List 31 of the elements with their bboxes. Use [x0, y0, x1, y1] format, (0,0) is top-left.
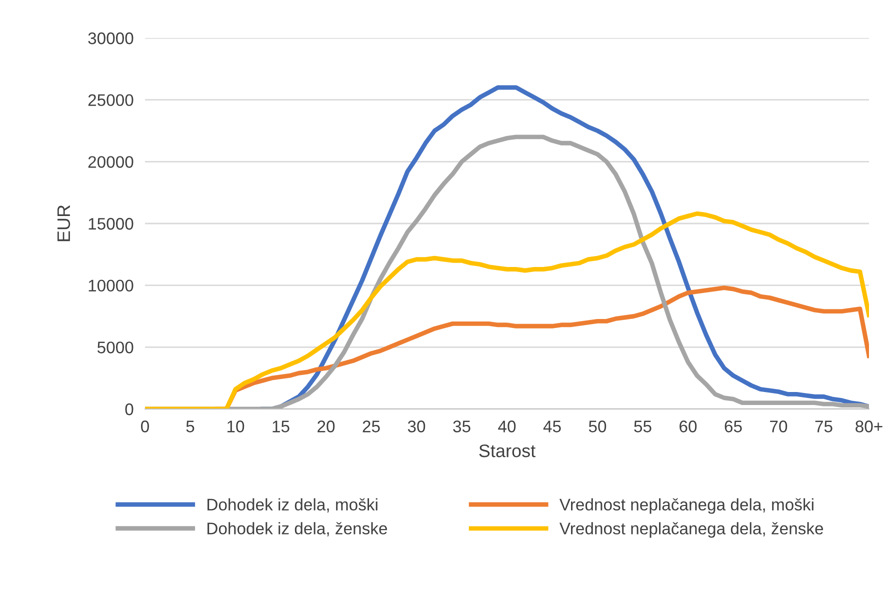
x-tick-label: 50: [588, 420, 606, 432]
x-tick-label: 15: [272, 420, 290, 432]
line-series: [145, 211, 869, 409]
x-tick-label: 70: [770, 420, 788, 432]
legend-label: Dohodek iz dela, moški: [208, 498, 378, 512]
x-tick-label: 35: [453, 420, 470, 432]
x-axis-title: Starost: [479, 444, 536, 458]
y-tick-label: 15000: [88, 218, 134, 230]
y-tick-label: 5000: [97, 342, 134, 354]
legend-label: Vrednost neplačanega dela, moški: [559, 498, 814, 514]
x-tick-label: 45: [543, 420, 561, 432]
x-tick-label: 80+: [856, 420, 882, 432]
y-axis-title: EUR: [57, 205, 70, 242]
x-tick-label: 30: [408, 420, 426, 432]
x-tick-label: 5: [186, 420, 194, 432]
x-tick-label: 20: [318, 420, 335, 432]
x-tick-label: 75: [815, 420, 832, 432]
x-tick-label: 40: [498, 420, 516, 432]
y-tick-label: 30000: [88, 32, 134, 44]
legend-label: Vrednost neplačanega dela, ženske: [559, 522, 824, 538]
y-tick-label: 20000: [88, 156, 134, 168]
x-tick-label: 55: [634, 420, 652, 432]
y-tick-label: 25000: [88, 94, 134, 106]
legend-label: Dohodek iz dela, ženske: [208, 522, 388, 536]
x-tick-label: 0: [141, 420, 149, 432]
y-tick-label: 0: [125, 403, 134, 416]
x-tick-label: 65: [724, 420, 742, 432]
x-tick-label: 10: [228, 420, 244, 432]
y-tick-label: 10000: [88, 280, 134, 292]
x-tick-label: 25: [362, 420, 380, 432]
x-tick-label: 60: [680, 420, 697, 432]
